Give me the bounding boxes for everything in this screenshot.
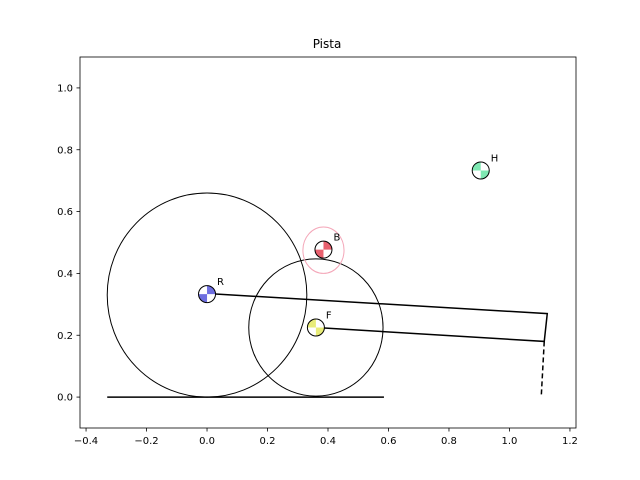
dashed-line [540, 341, 545, 398]
x-tick-label: 0.8 [441, 436, 457, 447]
y-tick-label: 0.4 [57, 269, 73, 280]
point-label: H [491, 153, 499, 164]
x-tick-label: 0.4 [320, 436, 336, 447]
point-b: B [314, 233, 340, 259]
point-marker-quadrant [315, 327, 325, 337]
point-marker-outline [198, 285, 217, 304]
point-marker-quadrant [198, 294, 208, 303]
y-tick-label: 1.0 [57, 83, 73, 94]
x-tick-label: −0.4 [74, 436, 98, 447]
point-h: H [471, 153, 499, 180]
chart-title: Pista [313, 37, 342, 51]
b-ellipse [302, 226, 345, 274]
point-marker-outline [306, 318, 325, 337]
x-tick-label: 0.0 [199, 436, 215, 447]
point-label: B [333, 233, 340, 244]
x-tick-label: 1.2 [562, 436, 578, 447]
x-tick-label: −0.2 [134, 436, 158, 447]
x-tick-label: 0.6 [381, 436, 397, 447]
point-marker-outline [314, 240, 333, 259]
point-f: F [306, 311, 332, 337]
x-tick-label: 1.0 [502, 436, 518, 447]
point-r: R [198, 277, 224, 304]
point-marker-quadrant [307, 319, 316, 328]
point-marker-quadrant [323, 241, 332, 250]
point-label: F [326, 311, 332, 322]
frame-line [206, 292, 549, 343]
point-marker-quadrant [480, 170, 490, 179]
y-tick-label: 0.6 [57, 207, 73, 218]
y-tick-label: 0.0 [57, 393, 73, 404]
rear-wheel-circle [106, 192, 308, 398]
point-marker-quadrant [472, 161, 481, 171]
point-marker-quadrant [207, 285, 216, 295]
point-label: R [217, 277, 224, 288]
point-marker-outline [471, 161, 490, 180]
x-tick-label: 0.2 [260, 436, 276, 447]
front-wheel-circle [248, 258, 384, 397]
y-tick-label: 0.2 [57, 331, 73, 342]
point-marker-quadrant [314, 249, 324, 259]
y-tick-label: 0.8 [57, 145, 73, 156]
